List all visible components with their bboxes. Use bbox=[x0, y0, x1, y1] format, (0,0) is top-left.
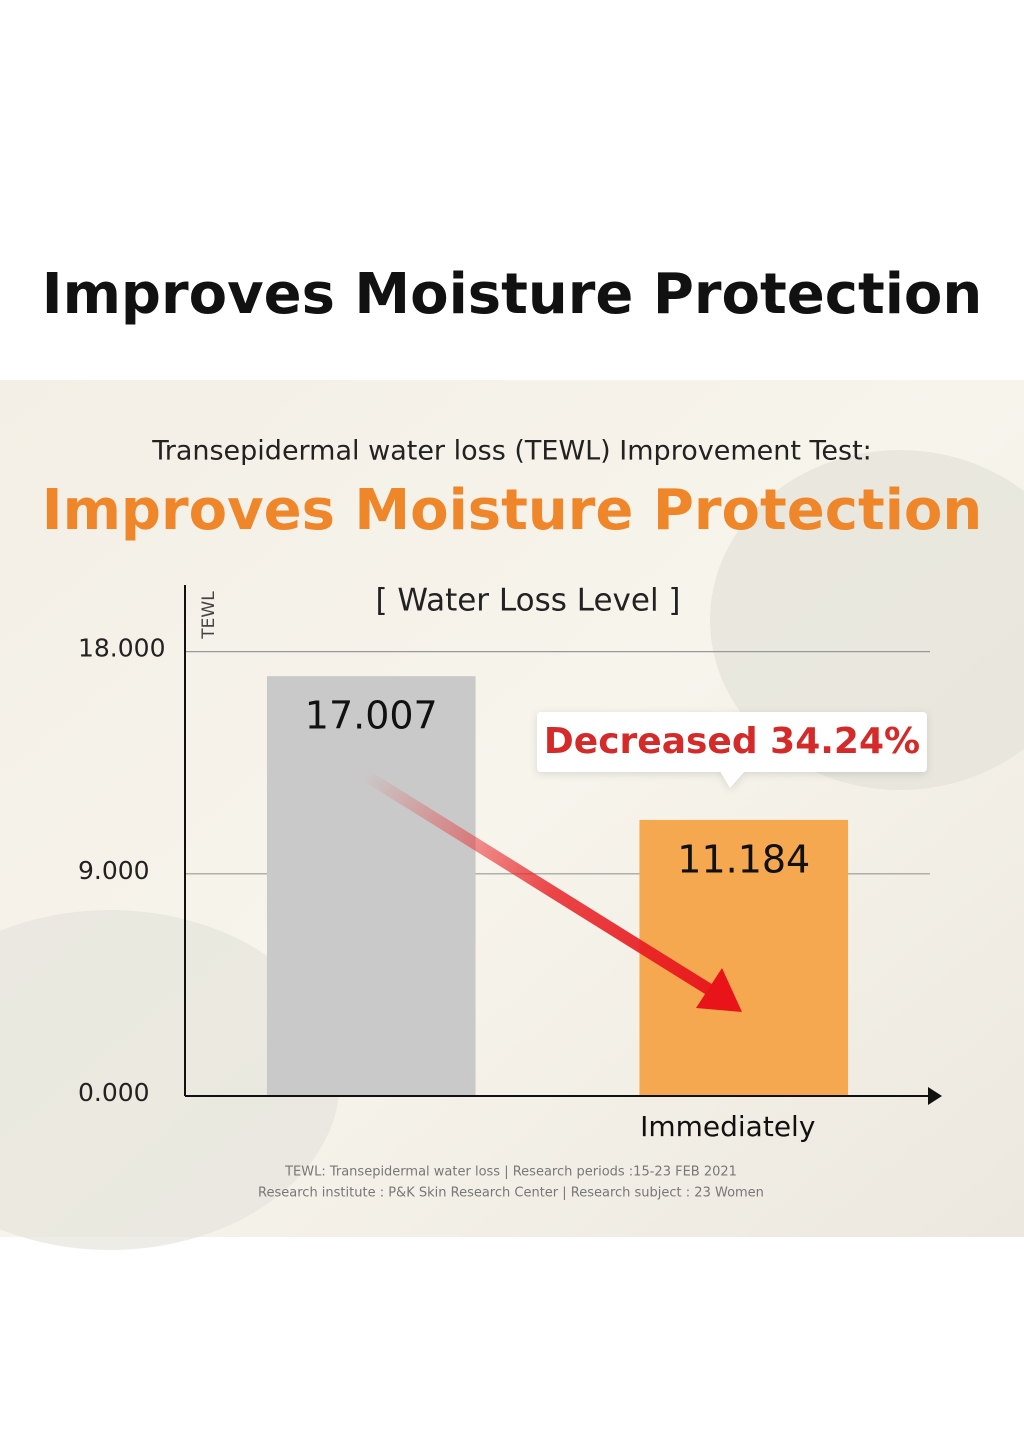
annotation-box bbox=[537, 712, 927, 788]
product-jar bbox=[710, 450, 1024, 790]
y-tick-label: 9.000 bbox=[78, 856, 150, 885]
chart-title: [ Water Loss Level ] bbox=[375, 583, 680, 619]
y-tick-label: 0.000 bbox=[78, 1078, 150, 1107]
bar bbox=[266, 676, 476, 1096]
trend-arrow bbox=[361, 769, 714, 996]
value-label: 17.007 bbox=[305, 694, 438, 738]
plot: 0.000 9.000 18.000 17.007 Immediately 11.184 bbox=[78, 634, 930, 1143]
bar bbox=[639, 819, 849, 1096]
x-axis-arrow bbox=[928, 1087, 942, 1105]
footnote: Research institute : P&K Skin Research C… bbox=[258, 1186, 764, 1201]
trend-arrow-head bbox=[696, 968, 742, 1012]
x-tick-label: Immediately bbox=[640, 1110, 815, 1143]
product-jar bbox=[0, 910, 340, 1250]
y-tick-label: 18.000 bbox=[78, 634, 165, 663]
page-heading: Improves Moisture Protection bbox=[42, 262, 983, 327]
annotation: Decreased 34.24% bbox=[544, 721, 920, 762]
headline: Improves Moisture Protection bbox=[42, 478, 983, 543]
y-axis-label: TEWL bbox=[199, 591, 219, 640]
footnote: TEWL: Transepidermal water loss | Resear… bbox=[284, 1165, 737, 1180]
subtitle: Transepidermal water loss (TEWL) Improve… bbox=[151, 436, 872, 467]
value-label: 11.184 bbox=[677, 837, 810, 881]
